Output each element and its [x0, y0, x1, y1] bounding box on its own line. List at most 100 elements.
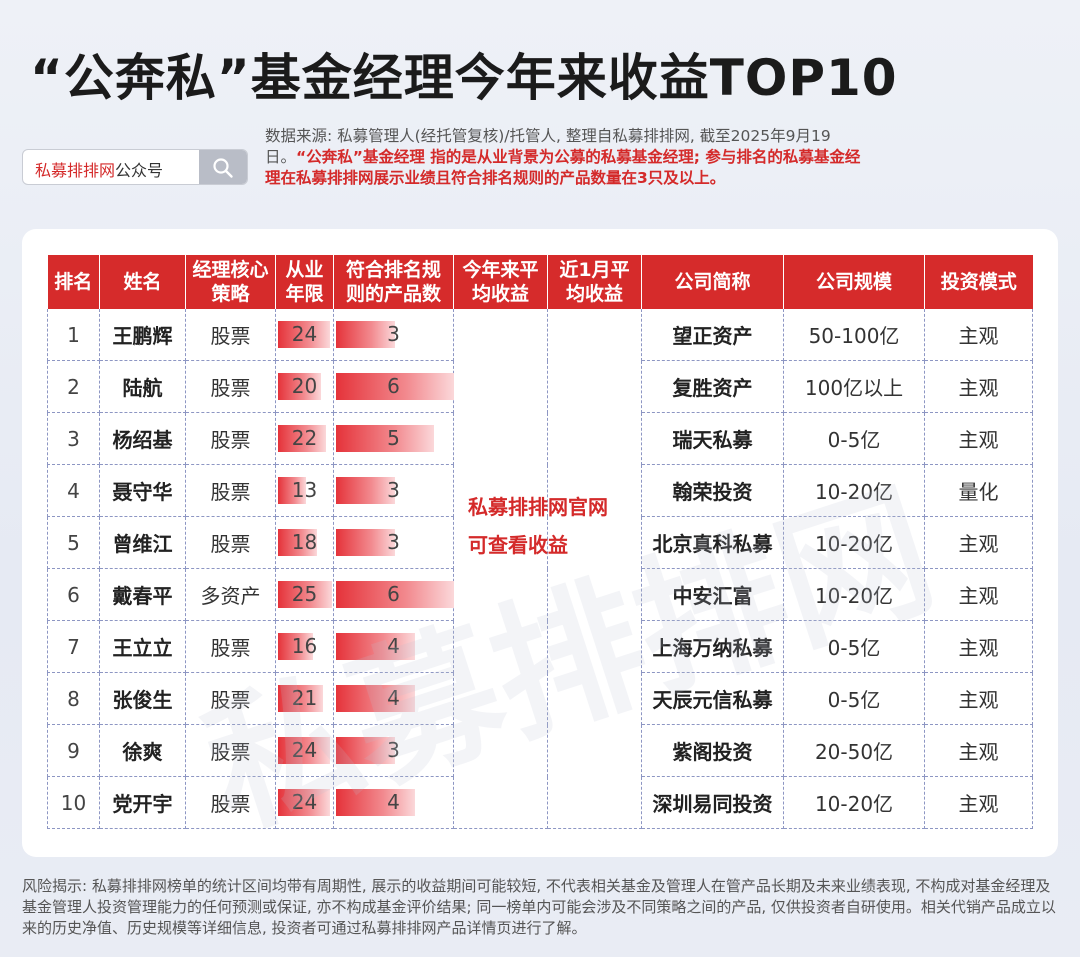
rank-cell: 8 [47, 672, 100, 725]
page-title: “公奔私”基金经理今年来收益TOP10 [30, 49, 898, 107]
products-cell-bar [336, 685, 415, 712]
table-header: 排名 姓名 经理核心 策略 从业 年限 符合排名规 则的产品数 今年来平 均收益 近1月平 均收益 公司… [47, 255, 1033, 309]
company-cell: 复胜资产 [641, 360, 784, 413]
search-text: 私募排排网公众号 [35, 157, 163, 181]
column-header-6: 近1月平 均收益 [547, 255, 642, 309]
column-header-line: 策略 [211, 283, 250, 305]
products-cell-bar [336, 321, 395, 348]
products-cell: 4 [333, 620, 454, 673]
company-cell: 上海万纳私募 [641, 620, 784, 673]
ytd-return-cell [453, 464, 548, 517]
products-cell-bar [336, 633, 415, 660]
products-cell-value: 5 [387, 426, 400, 450]
company-cell: 深圳易同投资 [641, 776, 784, 829]
search-icon [213, 158, 233, 178]
years-cell-value: 20 [291, 374, 318, 398]
products-cell-value: 3 [387, 738, 400, 762]
strategy-cell: 股票 [185, 776, 276, 829]
strategy-cell: 股票 [185, 412, 276, 465]
column-header-line: 公司规模 [815, 271, 892, 293]
manager-name-cell: 王立立 [99, 620, 186, 673]
company-cell: 瑞天私募 [641, 412, 784, 465]
ytd-return-cell [453, 360, 548, 413]
month-return-cell [547, 516, 642, 569]
column-header-line: 近1月平 [559, 259, 630, 281]
products-cell-value: 3 [387, 478, 400, 502]
column-header-5: 今年来平 均收益 [453, 255, 548, 309]
products-cell-bar [336, 373, 454, 400]
data-source-note: 数据来源: 私募管理人(经托管复核)/托管人, 整理自私募排排网, 截至2025… [265, 126, 875, 189]
manager-name-cell: 张俊生 [99, 672, 186, 725]
strategy-cell: 多资产 [185, 568, 276, 621]
note-definition: “公奔私”基金经理 指的是从业背景为公募的私募基金经理; 参与排名的私募基金经理… [265, 148, 861, 187]
company-cell: 中安汇富 [641, 568, 784, 621]
search-button[interactable] [199, 150, 247, 184]
scale-cell: 0-5亿 [783, 672, 925, 725]
month-return-cell [547, 360, 642, 413]
years-cell-value: 24 [291, 322, 318, 346]
years-cell: 24 [275, 309, 334, 361]
column-header-0: 排名 [47, 255, 100, 309]
years-cell-value: 22 [291, 426, 318, 450]
products-cell-bar [336, 737, 395, 764]
month-return-cell [547, 672, 642, 725]
rank-cell: 4 [47, 464, 100, 517]
scale-cell: 10-20亿 [783, 568, 925, 621]
scale-cell: 10-20亿 [783, 776, 925, 829]
month-return-cell [547, 568, 642, 621]
products-cell-value: 4 [387, 634, 400, 658]
mode-cell: 主观 [924, 516, 1033, 569]
mode-cell: 主观 [924, 724, 1033, 777]
years-cell-bar [278, 737, 330, 764]
mode-cell: 量化 [924, 464, 1033, 517]
month-return-cell [547, 309, 642, 361]
mode-cell: 主观 [924, 568, 1033, 621]
years-cell-bar [278, 581, 332, 608]
column-header-line: 排名 [54, 271, 93, 293]
products-cell: 4 [333, 776, 454, 829]
ytd-return-cell [453, 516, 548, 569]
company-cell: 北京真科私募 [641, 516, 784, 569]
manager-name-cell: 戴春平 [99, 568, 186, 621]
note-source: 数据来源: 私募管理人(经托管复核)/托管人, 整理自私募排排网, 截至2025… [265, 127, 831, 166]
products-cell: 3 [333, 724, 454, 777]
column-header-line: 公司简称 [674, 271, 751, 293]
table-row: 2 陆航 股票 20 6 复胜资产 100亿以上 主观 [47, 360, 1033, 413]
column-header-line: 年限 [285, 283, 324, 305]
products-cell: 5 [333, 412, 454, 465]
table-body: 1 王鹏辉 股票 24 3 望正资产 50-100亿 主观 2 陆航 股票 20 6 复胜资产 100亿以上… [47, 309, 1033, 829]
years-cell-value: 24 [291, 790, 318, 814]
month-return-cell [547, 776, 642, 829]
years-cell-bar [278, 633, 313, 660]
products-cell-value: 4 [387, 686, 400, 710]
years-cell: 20 [275, 360, 334, 413]
years-cell-value: 13 [291, 478, 318, 502]
years-cell: 13 [275, 464, 334, 517]
products-cell-value: 3 [387, 530, 400, 554]
products-cell: 3 [333, 516, 454, 569]
scale-cell: 50-100亿 [783, 309, 925, 361]
years-cell-bar [278, 685, 323, 712]
search-box[interactable]: 私募排排网公众号 [22, 149, 248, 185]
years-cell: 24 [275, 724, 334, 777]
years-cell-value: 24 [291, 738, 318, 762]
overlay-line-1: 私募排排网官网 [468, 495, 608, 519]
products-cell-bar [336, 529, 395, 556]
years-cell-bar [278, 477, 306, 504]
search-brand: 私募排排网 [35, 161, 116, 180]
manager-name-cell: 党开宇 [99, 776, 186, 829]
products-cell-value: 6 [387, 582, 400, 606]
scale-cell: 100亿以上 [783, 360, 925, 413]
rank-cell: 9 [47, 724, 100, 777]
mode-cell: 主观 [924, 672, 1033, 725]
column-header-line: 则的产品数 [345, 283, 441, 305]
products-cell-bar [336, 477, 395, 504]
products-cell-value: 4 [387, 790, 400, 814]
ranking-table: 排名 姓名 经理核心 策略 从业 年限 符合排名规 则的产品数 今年来平 均收益 近1月平 均收益 公司… [47, 255, 1033, 829]
manager-name-cell: 徐爽 [99, 724, 186, 777]
risk-disclaimer: 风险揭示: 私募排排网榜单的统计区间均带有周期性, 展示的收益期间可能较短, 不… [22, 877, 1056, 937]
overlay-line-2: 可查看收益 [468, 533, 568, 557]
strategy-cell: 股票 [185, 309, 276, 361]
table-row: 1 王鹏辉 股票 24 3 望正资产 50-100亿 主观 [47, 309, 1033, 361]
ytd-return-cell [453, 724, 548, 777]
